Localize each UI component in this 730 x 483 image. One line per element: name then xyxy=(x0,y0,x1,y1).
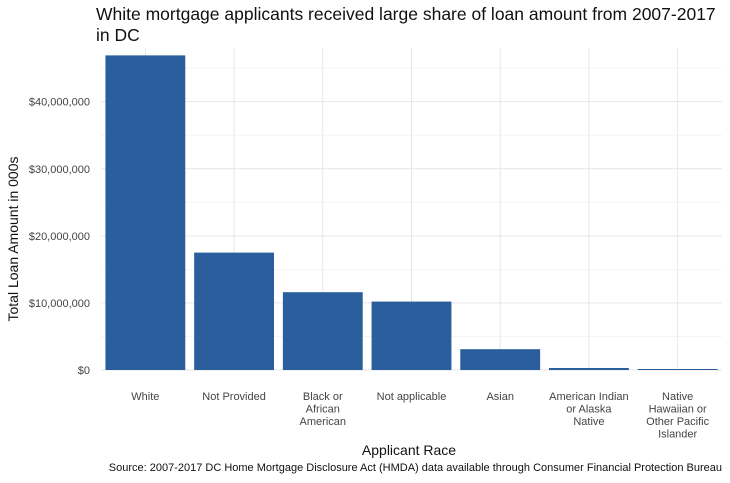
y-tick-label: $40,000,000 xyxy=(29,97,90,109)
y-tick-label: $10,000,000 xyxy=(29,298,90,310)
bar xyxy=(371,301,452,370)
bar xyxy=(549,367,629,370)
x-axis-label: Applicant Race xyxy=(362,442,456,458)
x-tick-label: American Indian or Alaska Native xyxy=(549,391,629,428)
y-axis-label: Total Loan Amount in 000s xyxy=(5,156,21,321)
x-tick-label: Asian xyxy=(486,391,514,403)
bar xyxy=(105,55,186,371)
x-tick-label: Native Hawaiian or Other Pacific Islander xyxy=(646,391,709,441)
y-tick-label: $30,000,000 xyxy=(29,164,90,176)
y-tick-label: $20,000,000 xyxy=(29,231,90,243)
x-axis-ticks: White Not Provided Black or African American… xyxy=(131,391,709,441)
y-axis-ticks: $0 $10,000,000 $20,000,000 $30,000,000 $40,0… xyxy=(29,97,90,377)
bar xyxy=(637,368,718,370)
chart-title: White mortgage applicants received large… xyxy=(96,4,716,45)
x-tick-label: Not applicable xyxy=(377,391,447,403)
source-note: Source: 2007-2017 DC Home Mortgage Discl… xyxy=(108,462,722,474)
y-tick-label: $0 xyxy=(78,365,90,377)
x-tick-label: Black or African American xyxy=(300,391,346,428)
bars xyxy=(105,55,718,371)
x-tick-label: White xyxy=(131,391,159,403)
bar xyxy=(460,349,541,370)
bar xyxy=(194,252,274,370)
bar xyxy=(282,292,363,370)
x-tick-label: Not Provided xyxy=(202,391,266,403)
